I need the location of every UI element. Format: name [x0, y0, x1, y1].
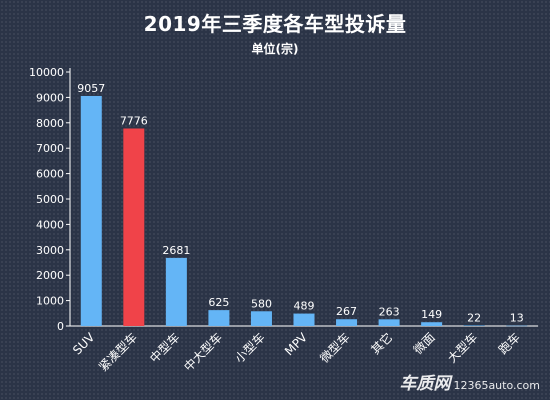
x-tick-label: 微面	[411, 330, 438, 357]
bar	[123, 128, 145, 326]
y-tick-label: 4000	[36, 218, 64, 231]
data-label: 489	[294, 300, 315, 313]
y-tick-label: 8000	[36, 117, 64, 130]
bar-series	[80, 95, 528, 327]
bar	[378, 319, 400, 326]
data-labels: 9057 7776 2681 625 580 489 267 263 149 22 13	[77, 82, 523, 325]
y-tick-label: 10000	[29, 66, 64, 79]
watermark-brand: 车质网	[399, 374, 451, 394]
bar	[463, 325, 485, 326]
y-tick-label: 2000	[36, 269, 64, 282]
chart-title: 2019年三季度各车型投诉量	[143, 12, 407, 36]
x-tick-label: 其它	[368, 330, 396, 358]
data-label: 7776	[120, 114, 148, 127]
data-label: 2681	[162, 244, 190, 257]
data-label: 580	[251, 297, 272, 310]
x-tick-label: 中大型车	[180, 330, 225, 375]
data-label: 149	[421, 308, 442, 321]
data-label: 13	[510, 312, 524, 325]
bar	[165, 257, 187, 326]
x-tick-label: 微型车	[317, 330, 353, 366]
y-tick-label: 9000	[36, 91, 64, 104]
bar	[336, 319, 358, 326]
chart-subtitle: 单位(宗)	[251, 42, 299, 56]
data-label: 263	[379, 305, 400, 318]
y-tick-label: 6000	[36, 168, 64, 181]
data-label: 22	[467, 311, 481, 324]
y-tick-label: 5000	[36, 193, 64, 206]
bar	[80, 95, 102, 326]
x-tick-label: SUV	[70, 330, 98, 358]
x-tick-label: 跑车	[495, 330, 523, 358]
data-label: 9057	[77, 82, 105, 95]
x-tick-label: 小型车	[232, 330, 268, 366]
y-tick-label: 0	[57, 320, 64, 333]
y-axis: 0 1000 2000 3000 4000 5000 6000 7000 8000 9000 100…	[29, 66, 71, 333]
x-tick-label: 中型车	[146, 330, 182, 366]
data-label: 267	[336, 305, 357, 318]
watermark-url: 12365auto.com	[453, 379, 540, 392]
bar	[250, 311, 272, 326]
data-label: 625	[208, 296, 229, 309]
bar	[293, 313, 315, 326]
bar	[208, 310, 230, 326]
y-tick-label: 3000	[36, 244, 64, 257]
y-tick-label: 1000	[36, 295, 64, 308]
x-tick-label: MPV	[282, 330, 311, 359]
x-tick-label: 紧凑型车	[95, 330, 140, 375]
x-tick-label: 大型车	[444, 330, 480, 366]
bar	[421, 322, 443, 326]
watermark-logo: 车质网 12365auto.com	[399, 369, 540, 394]
y-tick-label: 7000	[36, 142, 64, 155]
bar	[506, 325, 528, 327]
